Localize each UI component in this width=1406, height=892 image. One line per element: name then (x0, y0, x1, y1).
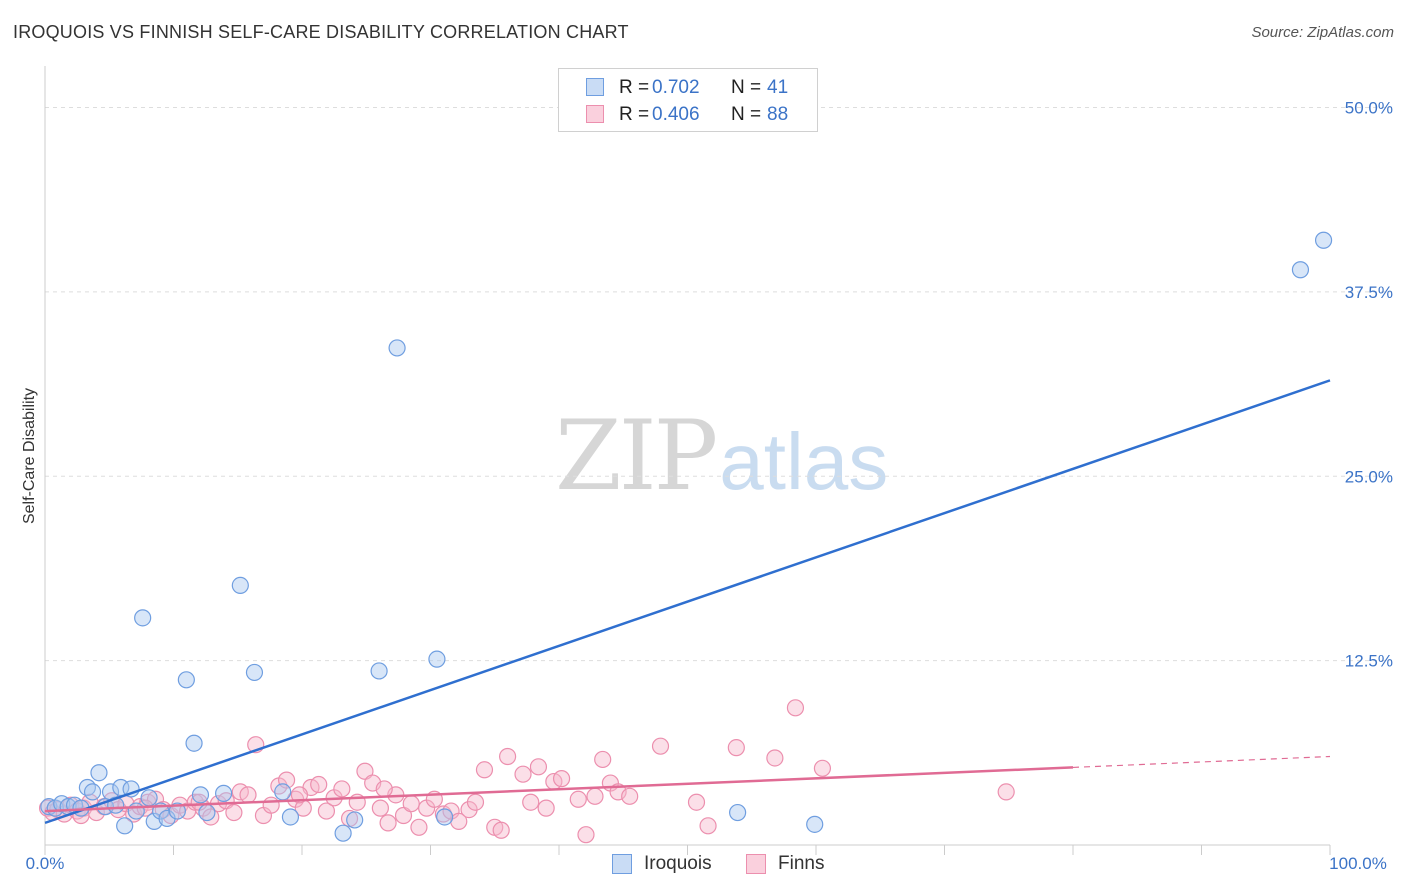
finns-point (552, 770, 571, 788)
finns-point (522, 793, 540, 811)
x-tick-label: 0.0% (26, 854, 65, 873)
finns-point (687, 793, 706, 811)
y-tick-label: 12.5% (1345, 652, 1393, 671)
n-value: 41 (767, 77, 789, 98)
iroquois-point (185, 734, 203, 752)
trend-layer (44, 379, 1331, 825)
finns-point (813, 759, 832, 777)
iroquois-point (215, 784, 233, 802)
iroquois-point (168, 802, 186, 820)
iroquois-point (334, 824, 352, 842)
iroquois-point (806, 815, 824, 833)
r-label: R = (619, 77, 650, 98)
finns-point (317, 802, 336, 820)
finns-point (621, 787, 639, 805)
iroquois-point (428, 650, 446, 668)
r-value: 0.702 (652, 77, 700, 98)
finns-point (529, 758, 548, 776)
iroquois-trend-line (44, 379, 1331, 825)
finns-point (586, 787, 604, 805)
y-tick-label: 25.0% (1345, 467, 1393, 486)
iroquois-point (274, 783, 292, 801)
iroquois-point (245, 663, 264, 682)
chart-title: IROQUOIS VS FINNISH SELF-CARE DISABILITY… (13, 22, 629, 42)
finns-point (475, 761, 494, 779)
legend-label: Iroquois (644, 853, 712, 874)
finns-trend-line (44, 766, 1074, 813)
iroquois-point (134, 609, 152, 627)
iroquois-point (191, 786, 210, 804)
n-label: N = (731, 77, 762, 98)
iroquois-point (83, 783, 102, 801)
finns-point (371, 799, 389, 817)
finns-point (577, 826, 595, 844)
finns-point (499, 747, 517, 766)
finns-point (239, 786, 257, 804)
finns-point (225, 803, 243, 822)
correlation-legend: R = 0.702 N = 41 R = 0.406 N = 88 (558, 68, 818, 132)
n-label: N = (731, 104, 762, 125)
iroquois-point (177, 671, 195, 689)
finns-point (466, 793, 485, 811)
finns-point (537, 799, 555, 817)
finns-point (333, 780, 351, 798)
finns-point (492, 821, 510, 839)
finns-point (997, 783, 1015, 801)
iroquois-swatch (612, 854, 632, 874)
legend-row-iroquois: R = 0.702 N = 41 (559, 75, 817, 101)
finns-point (569, 790, 587, 808)
grid-layer (45, 107, 1392, 662)
finns-point (379, 814, 397, 832)
iroquois-point (436, 808, 454, 826)
legend-label: Finns (778, 853, 825, 874)
iroquois-point (140, 789, 158, 807)
source-label: Source: ZipAtlas.com (1251, 24, 1394, 41)
legend-row-finns: R = 0.406 N = 88 (559, 102, 817, 128)
n-value: 88 (767, 104, 789, 125)
watermark-atlas: atlas (719, 417, 889, 506)
iroquois-point (90, 764, 108, 782)
iroquois-point (198, 803, 216, 822)
finns-point (766, 749, 784, 767)
finns-point (727, 739, 745, 757)
iroquois-point (116, 817, 134, 835)
finns-points (38, 699, 1015, 844)
iroquois-point (231, 576, 249, 595)
r-value: 0.406 (652, 104, 700, 125)
iroquois-points (40, 231, 1333, 842)
iroquois-point (346, 811, 364, 829)
iroquois-point (388, 339, 406, 357)
r-label: R = (619, 104, 650, 125)
y-tick-label: 37.5% (1345, 283, 1393, 302)
iroquois-point (281, 808, 300, 826)
tick-layer: 12.5% 25.0% 37.5% 50.0% 0.0% 100.0% (26, 99, 1393, 874)
finns-trend-extension (1072, 755, 1331, 769)
iroquois-swatch (586, 78, 604, 96)
watermark: ZIPatlas (555, 400, 888, 512)
axis-layer (44, 66, 1331, 855)
finns-swatch (586, 105, 604, 123)
iroquois-point (1314, 231, 1333, 249)
series-legend: Iroquois Finns (0, 852, 1406, 878)
watermark-zip: ZIP (555, 400, 718, 512)
finns-point (262, 796, 280, 814)
finns-point (594, 750, 612, 769)
finns-point (651, 737, 670, 755)
finns-swatch (746, 854, 766, 874)
finns-point (310, 775, 328, 794)
finns-point (699, 817, 717, 835)
finns-point (410, 818, 428, 836)
iroquois-point (145, 812, 163, 831)
finns-point (402, 795, 420, 813)
iroquois-point (1291, 261, 1310, 279)
y-tick-label: 50.0% (1345, 99, 1393, 118)
iroquois-point (370, 662, 388, 680)
finns-point (375, 780, 393, 798)
x-tick-label: 100.0% (1329, 854, 1387, 873)
finns-point (514, 765, 532, 783)
iroquois-point (127, 802, 145, 820)
iroquois-point (729, 803, 747, 822)
finns-point (786, 699, 805, 717)
